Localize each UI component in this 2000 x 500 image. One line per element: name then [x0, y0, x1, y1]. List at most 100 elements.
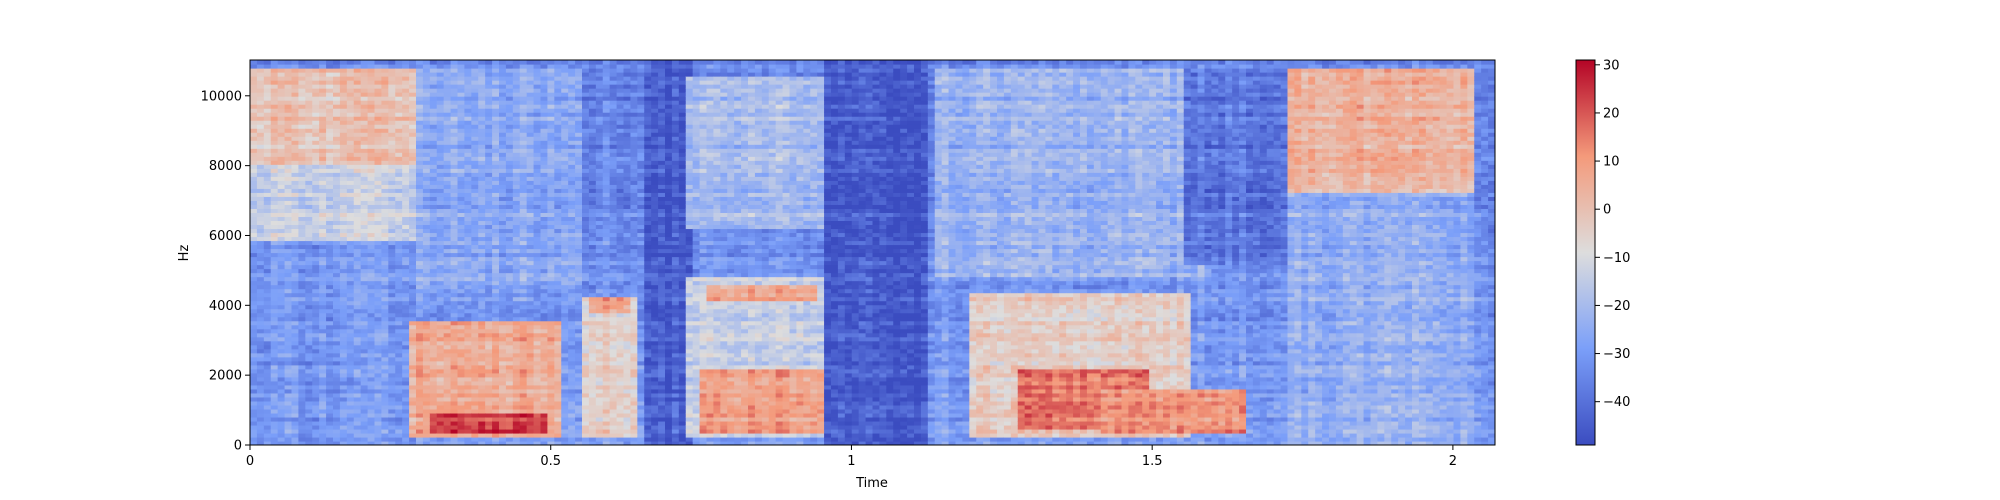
spectrogram-cell [284, 340, 293, 346]
spectrogram-cell [381, 332, 389, 338]
spectrogram-cell [333, 72, 341, 77]
spectrogram-cell [270, 396, 279, 402]
spectrogram-cell [512, 344, 521, 350]
spectrogram-cell [485, 280, 493, 286]
spectrogram-cell [561, 316, 569, 322]
spectrogram-cell [471, 332, 479, 338]
spectrogram-cell [492, 132, 500, 137]
spectrogram-cell [505, 124, 514, 129]
spectrogram-cell [339, 316, 348, 322]
spectrogram-cell [450, 84, 459, 89]
spectrogram-cell [505, 372, 514, 378]
spectrogram-cell [540, 232, 549, 238]
spectrogram-cell [381, 228, 389, 234]
spectrogram-cell [346, 136, 355, 141]
spectrogram-cell [492, 436, 500, 442]
spectrogram-cell [422, 272, 431, 278]
spectrogram-cell [519, 104, 528, 109]
spectrogram-cell [485, 388, 493, 394]
spectrogram-cell [284, 416, 293, 422]
spectrogram-cell [333, 408, 341, 414]
spectrogram-cell [547, 136, 555, 141]
spectrogram-cell [270, 140, 279, 145]
spectrogram-cell [319, 192, 327, 197]
spectrogram-cell [533, 320, 542, 326]
spectrogram-cell [277, 160, 286, 165]
spectrogram-cell [319, 408, 327, 414]
spectrogram-cell [270, 372, 279, 378]
spectrogram-cell [277, 424, 286, 430]
spectrogram-cell [492, 304, 500, 310]
spectrogram-cell [450, 408, 459, 414]
spectrogram-cell [256, 88, 265, 93]
spectrogram-cell [312, 160, 320, 165]
spectrogram-cell [575, 216, 583, 222]
spectrogram-cell [277, 80, 286, 85]
spectrogram-cell [298, 60, 306, 65]
spectrogram-cell [443, 112, 452, 117]
spectrogram-cell [319, 424, 327, 430]
spectrogram-cell [526, 260, 535, 266]
spectrogram-cell [333, 192, 341, 197]
spectrogram-cell [464, 100, 472, 105]
spectrogram-cell [457, 332, 466, 338]
spectrogram-cell [505, 308, 514, 314]
spectrogram-cell [547, 60, 555, 65]
spectrogram-cell [346, 408, 355, 414]
spectrogram-cell [395, 368, 403, 374]
spectrogram-cell [429, 344, 438, 350]
spectrogram-cell [284, 156, 293, 161]
spectrogram-cell [526, 304, 535, 310]
spectrogram-cell [250, 144, 258, 149]
spectrogram-cell [554, 296, 562, 302]
spectrogram-cell [277, 396, 286, 402]
spectrogram-cell [360, 200, 369, 205]
spectrogram-cell [457, 416, 466, 422]
spectrogram-cell [575, 324, 583, 330]
spectrogram-cell [526, 64, 535, 69]
spectrogram-cell [346, 432, 355, 438]
spectrogram-cell [305, 140, 313, 145]
spectrogram-cell [250, 64, 258, 69]
spectrogram-cell [561, 380, 569, 386]
spectrogram-cell [505, 316, 514, 322]
spectrogram-cell [381, 208, 389, 213]
spectrogram-cell [256, 436, 265, 442]
spectrogram-cell [416, 260, 424, 266]
spectrogram-cell [388, 276, 396, 282]
spectrogram-cell [568, 64, 576, 69]
spectrogram-cell [561, 384, 569, 390]
spectrogram-cell [464, 316, 472, 322]
spectrogram-cell [533, 196, 542, 201]
spectrogram-cell [582, 384, 590, 390]
spectrogram-cell [429, 292, 438, 298]
spectrogram-cell [429, 92, 438, 97]
spectrogram-cell [540, 156, 549, 161]
spectrogram-cell [450, 108, 459, 113]
spectrogram-cell [339, 224, 348, 230]
spectrogram-cell [395, 328, 403, 334]
spectrogram-cell [540, 96, 549, 101]
spectrogram-cell [395, 356, 403, 362]
spectrogram-cell [485, 72, 493, 77]
spectrogram-cell [263, 300, 272, 306]
spectrogram-cell [499, 364, 507, 370]
spectrogram-cell [250, 344, 258, 350]
spectrogram-cell [374, 140, 383, 145]
spectrogram-cell [250, 112, 258, 117]
spectrogram-cell [256, 316, 265, 322]
spectrogram-cell [402, 240, 410, 246]
spectrogram-cell [568, 304, 576, 310]
spectrogram-cell [305, 108, 313, 113]
spectrogram-cell [443, 128, 452, 133]
spectrogram-cell [270, 96, 279, 101]
spectrogram-cell [561, 120, 569, 125]
spectrogram-cell [353, 80, 362, 85]
spectrogram-cell [464, 376, 472, 382]
spectrogram-cell [492, 360, 500, 366]
spectrogram-cell [270, 152, 279, 157]
spectrogram-cell [360, 440, 369, 445]
spectrogram-cell [519, 280, 528, 286]
spectrogram-cell [367, 416, 376, 422]
spectrogram-cell [505, 100, 514, 105]
